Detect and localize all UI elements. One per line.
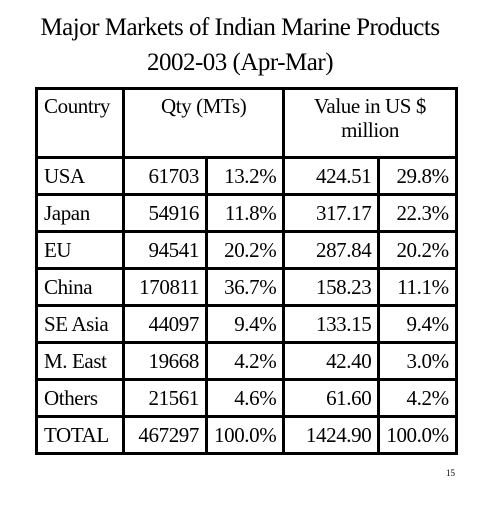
page-number: 15 (446, 468, 455, 478)
country-cell: M. East (35, 341, 125, 381)
subtitle: 2002-03 (Apr-Mar) (146, 49, 334, 76)
header-row: Country Qty (MTs) Value in US $ million (35, 87, 458, 159)
value-cell: 42.40 (282, 341, 381, 381)
country-cell: Japan (35, 193, 125, 233)
header-cell: Value in US $ million (282, 87, 458, 159)
table-row: M. East 19668 4.2% 42.40 3.0% (35, 341, 458, 381)
table-row: EU 94541 20.2% 287.84 20.2% (35, 230, 458, 270)
table-body: Country Qty (MTs) Value in US $ million … (35, 87, 458, 455)
country-cell: SE Asia (35, 304, 125, 344)
value-cell: 94541 (122, 230, 208, 270)
header-cell: Qty (MTs) (121, 87, 286, 159)
value-cell: 170811 (122, 267, 208, 307)
header-cell: Country (35, 87, 125, 159)
value-cell: 20.2% (377, 230, 458, 270)
value-cell: 36.7% (204, 267, 286, 307)
value-cell: 13.2% (204, 156, 286, 196)
value-cell: 100.0% (377, 415, 458, 455)
value-cell: 424.51 (282, 156, 381, 196)
value-cell: 9.4% (204, 304, 286, 344)
value-cell: 11.8% (204, 193, 286, 233)
value-cell: 467297 (122, 415, 208, 455)
value-cell: 54916 (122, 193, 208, 233)
country-cell: TOTAL (35, 415, 125, 455)
country-cell: China (35, 267, 125, 307)
country-cell: EU (35, 230, 125, 270)
value-cell: 4.2% (377, 378, 458, 418)
country-cell: Others (35, 378, 125, 418)
value-cell: 44097 (122, 304, 208, 344)
value-cell: 29.8% (377, 156, 458, 196)
value-cell: 21561 (122, 378, 208, 418)
table-row: Others 21561 4.6% 61.60 4.2% (35, 378, 458, 418)
value-cell: 287.84 (282, 230, 381, 270)
value-cell: 61.60 (282, 378, 381, 418)
value-cell: 4.6% (204, 378, 286, 418)
value-cell: 100.0% (204, 415, 286, 455)
value-cell: 3.0% (377, 341, 458, 381)
value-cell: 133.15 (282, 304, 381, 344)
table-row: TOTAL 467297 100.0% 1424.90 100.0% (35, 415, 458, 455)
table-row: Japan 54916 11.8% 317.17 22.3% (35, 193, 458, 233)
table-row: USA 61703 13.2% 424.51 29.8% (35, 156, 458, 196)
value-cell: 11.1% (377, 267, 458, 307)
value-cell: 1424.90 (282, 415, 381, 455)
value-cell: 9.4% (377, 304, 458, 344)
value-cell: 4.2% (204, 341, 286, 381)
title: Major Markets of Indian Marine Products (40, 14, 440, 41)
value-cell: 20.2% (204, 230, 286, 270)
table-row: SE Asia 44097 9.4% 133.15 9.4% (35, 304, 458, 344)
value-cell: 61703 (122, 156, 208, 196)
markets-table: Country Qty (MTs) Value in US $ million … (35, 87, 458, 455)
value-cell: 22.3% (377, 193, 458, 233)
table-row: China 170811 36.7% 158.23 11.1% (35, 267, 458, 307)
value-cell: 19668 (122, 341, 208, 381)
value-cell: 317.17 (282, 193, 381, 233)
country-cell: USA (35, 156, 125, 196)
value-cell: 158.23 (282, 267, 381, 307)
